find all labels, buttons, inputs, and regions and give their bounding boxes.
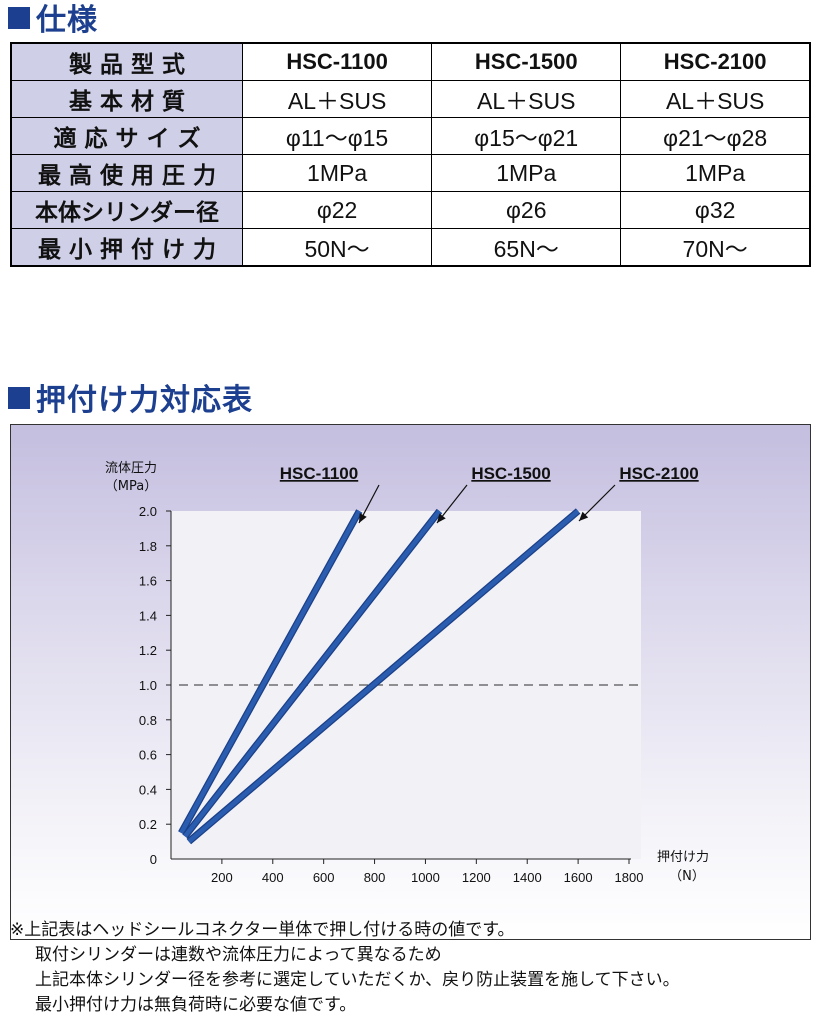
spec-value-cell: AL＋SUS (241, 80, 433, 118)
x-tick-label: 400 (262, 870, 284, 885)
spec-title-text: 仕様 (36, 3, 98, 38)
x-tick-label: 200 (211, 870, 233, 885)
spec-row-label: 本体シリンダー径 (10, 191, 243, 229)
spec-value-cell: 1MPa (431, 154, 622, 192)
spec-value-cell: φ22 (241, 191, 433, 229)
y-axis-label: 流体圧力 (105, 461, 157, 476)
spec-row-label: 基 本 材 質 (10, 80, 243, 118)
spec-row-label: 最 小 押 付 け 力 (10, 228, 243, 267)
spec-row: 最 高 使 用 圧 力 1MPa 1MPa 1MPa (10, 154, 811, 192)
spec-table: 製 品 型 式 HSC-1100 HSC-1500 HSC-2100 基 本 材 質 AL… (10, 42, 811, 267)
note-line: 上記本体シリンダー径を参考に選定していただくか、戻り防止装置を施して下さい。 (35, 970, 680, 990)
spec-value-cell: φ11〜φ15 (241, 117, 433, 155)
x-tick-label: 600 (313, 870, 335, 885)
chart-section-title: 押付け力対応表 (8, 386, 253, 416)
y-tick-label: 1.8 (139, 539, 157, 554)
y-tick-label: 0.4 (139, 782, 157, 797)
x-tick-label: 1000 (411, 870, 440, 885)
spec-value-cell: 1MPa (241, 154, 433, 192)
note-line: ※上記表はヘッドシールコネクター単体で押し付ける時の値です。 (10, 920, 515, 940)
x-tick-label: 1400 (513, 870, 542, 885)
spec-section-title: 仕様 (8, 6, 98, 36)
spec-row: 適 応 サ イ ズ φ11〜φ15 φ15〜φ21 φ21〜φ28 (10, 117, 811, 155)
spec-row-label: 最 高 使 用 圧 力 (10, 154, 243, 192)
y-tick-label: 0.8 (139, 713, 157, 728)
y-tick-label: 1.0 (139, 678, 157, 693)
y-tick-label: 1.4 (139, 608, 157, 623)
spec-value-cell: φ32 (620, 191, 811, 229)
note-line: 取付シリンダーは連数や流体圧力によって異なるため (35, 945, 442, 965)
x-tick-label: 1800 (615, 870, 644, 885)
y-tick-label: 0.2 (139, 817, 157, 832)
series-line (179, 509, 362, 834)
spec-value-cell: 70N〜 (620, 228, 811, 267)
model-header-cell: HSC-2100 (620, 42, 811, 81)
chart-panel: 0 0.2 0.4 0.6 0.8 1.0 1.2 1.4 1.6 1.8 2.0 200 400 600… (10, 424, 811, 940)
y-tick-label: 2.0 (139, 504, 157, 519)
model-header-cell: HSC-1500 (431, 42, 622, 81)
series-label-arrowhead (359, 513, 367, 523)
chart-title-text: 押付け力対応表 (36, 383, 253, 418)
title-square-icon (8, 387, 30, 409)
spec-row: 最 小 押 付 け 力 50N〜 65N〜 70N〜 (10, 228, 811, 267)
spec-value-cell: φ26 (431, 191, 622, 229)
spec-row-label: 適 応 サ イ ズ (10, 117, 243, 155)
y-axis-unit: （MPa） (105, 479, 157, 494)
spec-value-cell: AL＋SUS (431, 80, 622, 118)
spec-row: 基 本 材 質 AL＋SUS AL＋SUS AL＋SUS (10, 80, 811, 118)
spec-value-cell: 1MPa (620, 154, 811, 192)
y-tick-label: 0.6 (139, 748, 157, 763)
spec-row: 本体シリンダー径 φ22 φ26 φ32 (10, 191, 811, 229)
y-tick-label: 1.2 (139, 643, 157, 658)
x-axis-unit: （N） (669, 869, 705, 884)
spec-value-cell: 65N〜 (431, 228, 622, 267)
spec-value-cell: 50N〜 (241, 228, 433, 267)
title-square-icon (8, 7, 30, 29)
series-label: HSC-2100 (619, 464, 698, 483)
x-axis-label: 押付け力 (657, 850, 709, 865)
series-label-arrowhead (437, 513, 446, 523)
series-line (187, 509, 580, 844)
series-label-arrowhead (579, 511, 589, 521)
x-tick-label: 1600 (564, 870, 593, 885)
note-line: 最小押付け力は無負荷時に必要な値です。 (35, 995, 357, 1015)
series-label: HSC-1500 (471, 464, 550, 483)
y-tick-label: 0 (150, 852, 157, 867)
spec-value-cell: φ21〜φ28 (620, 117, 811, 155)
spec-value-cell: φ15〜φ21 (431, 117, 622, 155)
model-header-cell: HSC-1100 (241, 42, 433, 81)
series-line (183, 509, 442, 838)
spec-row: 製 品 型 式 HSC-1100 HSC-1500 HSC-2100 (10, 42, 811, 81)
pressure-force-chart: 0 0.2 0.4 0.6 0.8 1.0 1.2 1.4 1.6 1.8 2.0 200 400 600… (105, 461, 709, 885)
series-label: HSC-1100 (280, 464, 358, 483)
spec-value-cell: AL＋SUS (620, 80, 811, 118)
x-tick-label: 1200 (462, 870, 491, 885)
spec-row-label: 製 品 型 式 (10, 42, 243, 81)
x-tick-label: 800 (364, 870, 386, 885)
y-tick-label: 1.6 (139, 574, 157, 589)
